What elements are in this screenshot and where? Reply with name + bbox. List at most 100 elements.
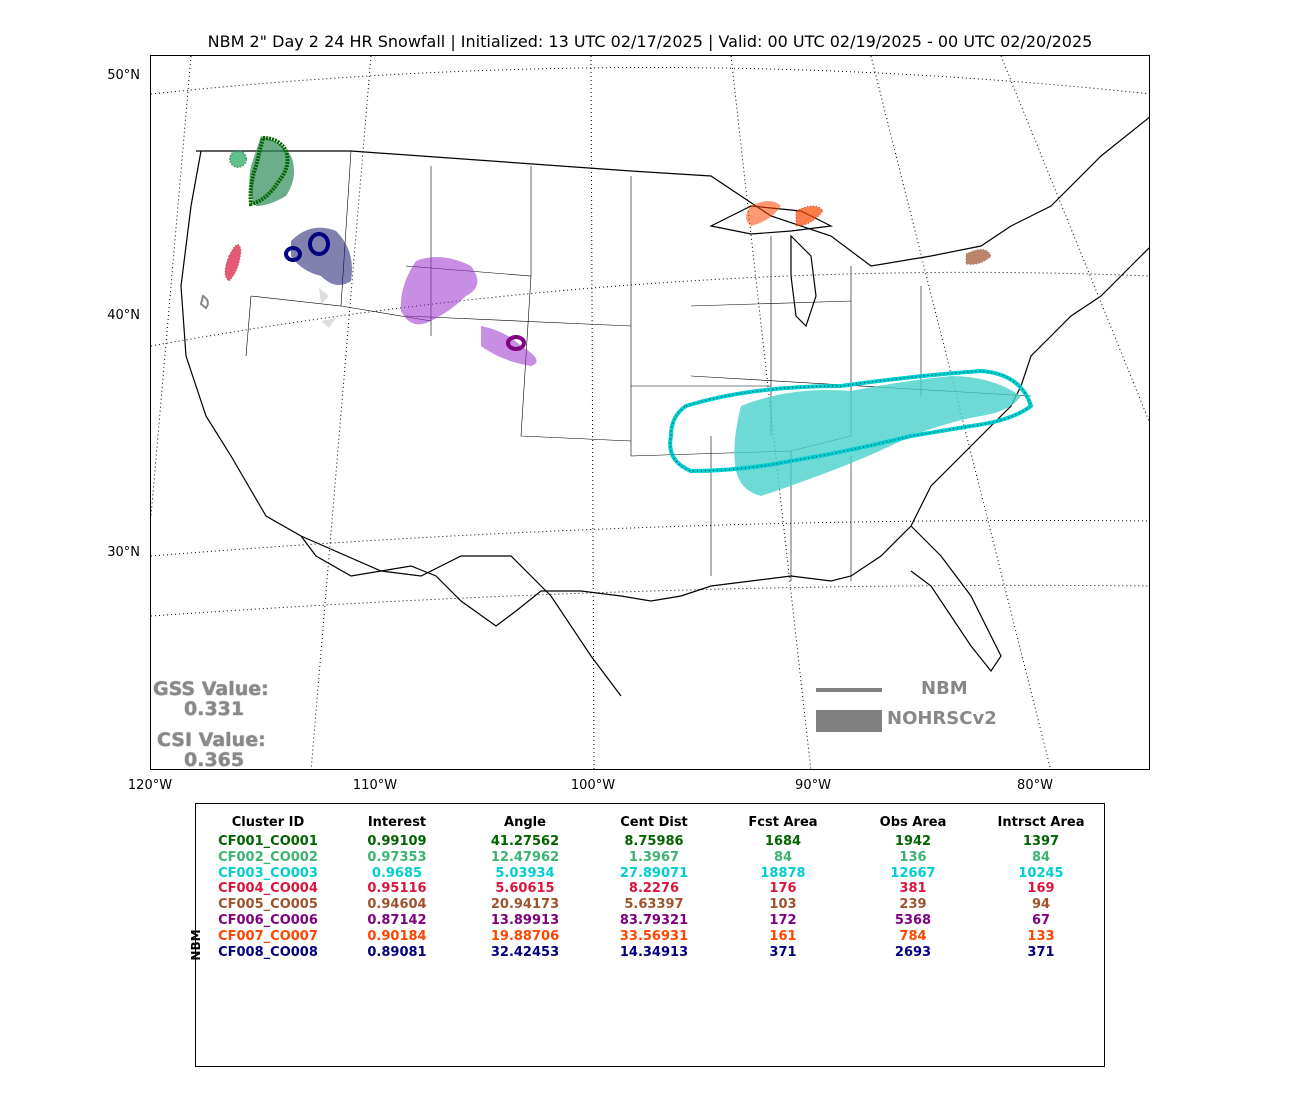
csi-value: 0.365	[184, 749, 245, 771]
table-cell: 5.03934	[495, 865, 555, 881]
table-header-3: Cent Dist	[620, 815, 688, 830]
table-cell: CF007_CO007	[218, 928, 318, 944]
table-cell: 0.97353	[367, 849, 427, 865]
table-cell: CF002_CO002	[218, 849, 318, 865]
table-cell: 5368	[894, 913, 932, 928]
cluster-cf008	[284, 227, 352, 285]
lat-label-50n: 50°N	[107, 68, 140, 83]
table-cell: 0.95116	[367, 881, 427, 897]
table-cell: CF004_CO004	[218, 881, 318, 897]
legend-forecast-label: NBM	[921, 678, 968, 699]
coastline	[180, 116, 1149, 697]
table-cell: 0.99109	[367, 834, 427, 849]
table-cell: 19.88706	[490, 928, 560, 944]
gss-value: 0.331	[184, 698, 245, 720]
legend-observed-label: NOHRSCv2	[887, 708, 997, 729]
table-cell: 1684	[764, 834, 802, 849]
table-cell: 176	[769, 881, 797, 897]
table-cell: 12.47962	[490, 849, 560, 865]
legend-observed-patch	[816, 710, 882, 732]
table-cell: 14.34913	[619, 944, 689, 960]
meridian-100w	[590, 56, 595, 769]
map-canvas	[151, 56, 1149, 769]
table-cell: 67	[1031, 913, 1051, 928]
table-cell: CF008_CO008	[218, 944, 318, 960]
lon-label-90w: 90°W	[795, 778, 831, 793]
cluster-cf007	[746, 201, 824, 227]
cluster-cf003	[668, 368, 1034, 496]
table-cell: 0.87142	[367, 913, 427, 928]
lat-label-40n: 40°N	[107, 308, 140, 323]
meridian-110w	[310, 56, 372, 769]
table-cell: 32.42453	[490, 944, 560, 960]
table-cell: 41.27562	[490, 834, 560, 849]
table-cell: 27.89071	[619, 865, 689, 881]
cluster-cf002	[229, 150, 247, 168]
table-cell: 161	[769, 928, 797, 944]
table-cell: 371	[1027, 944, 1055, 960]
table-cell: 103	[769, 897, 797, 913]
cluster-cf004	[224, 244, 242, 282]
graticule	[151, 56, 1149, 769]
mexico-border	[300, 535, 622, 697]
canada-border	[196, 116, 1149, 267]
misc-gray-areas	[199, 288, 336, 328]
csi-label: CSI Value:	[157, 729, 266, 751]
meridian-120w	[151, 56, 192, 517]
table-cell: 84	[1031, 849, 1051, 865]
table-cell: 12667	[890, 865, 936, 881]
table-cell: 0.9685	[371, 865, 423, 881]
table-cell: 33.56931	[619, 928, 689, 944]
table-cell: 0.89081	[367, 944, 427, 960]
table-cell: 13.89913	[490, 913, 560, 928]
table-cell: 371	[769, 944, 797, 960]
table-cell: 1.3967	[628, 849, 680, 865]
cluster-cf001	[248, 135, 295, 207]
table-cell: 84	[773, 849, 793, 865]
parallel-40n	[151, 271, 1149, 347]
parallel-25n	[151, 584, 1149, 617]
table-cell: 20.94173	[490, 897, 560, 913]
table-cell: CF001_CO001	[218, 834, 318, 849]
lon-label-110w: 110°W	[352, 778, 398, 793]
table-cell: 136	[899, 849, 927, 865]
legend-forecast-line	[816, 688, 882, 692]
table-cell: CF005_CO005	[218, 897, 318, 913]
table-header-5: Obs Area	[879, 815, 947, 830]
great-lakes-michigan	[790, 234, 817, 328]
table-cell: 381	[899, 881, 927, 897]
table-cell: 8.2276	[628, 881, 680, 897]
table-cell: 5.63397	[624, 897, 684, 913]
table-header-6: Intrsct Area	[997, 815, 1085, 830]
table-cell: 94	[1031, 897, 1051, 913]
table-header-2: Angle	[504, 815, 546, 830]
state-lines	[245, 150, 1032, 581]
table-cell: 133	[1027, 928, 1055, 944]
lon-label-80w: 80°W	[1017, 778, 1053, 793]
table-cell: 18878	[760, 865, 806, 881]
table-cell: 1942	[894, 834, 932, 849]
florida	[910, 525, 1002, 673]
table-header-4: Fcst Area	[748, 815, 818, 830]
lon-label-120w: 120°W	[127, 778, 173, 793]
cluster-cf005	[965, 249, 992, 265]
parallel-50n	[151, 67, 1149, 95]
table-cell: 83.79321	[619, 913, 689, 928]
cluster-stats-table	[195, 803, 1105, 1067]
us-outline	[180, 150, 1149, 627]
meridian-70w	[1000, 56, 1149, 423]
table-cell: 2693	[894, 944, 932, 960]
table-cell: 169	[1027, 881, 1055, 897]
parallel-30n	[151, 519, 1149, 557]
map-frame	[150, 55, 1150, 770]
cluster-cf006	[400, 257, 537, 366]
table-cell: 784	[899, 928, 927, 944]
table-cell: 8.75986	[624, 834, 684, 849]
table-header-1: Interest	[367, 815, 427, 830]
table-row-axis-label: NBM	[189, 929, 203, 961]
table-cell: 0.90184	[367, 928, 427, 944]
table-cell: CF006_CO006	[218, 913, 318, 928]
gss-label: GSS Value:	[153, 678, 269, 700]
lon-label-100w: 100°W	[570, 778, 616, 793]
lat-label-30n: 30°N	[107, 545, 140, 560]
